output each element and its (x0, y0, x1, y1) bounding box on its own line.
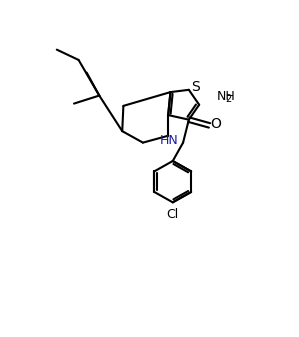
Text: 2: 2 (225, 94, 232, 104)
Text: O: O (210, 117, 221, 131)
Text: Cl: Cl (167, 208, 179, 221)
Text: HN: HN (160, 134, 179, 147)
Text: S: S (191, 80, 200, 94)
Text: NH: NH (216, 90, 235, 102)
